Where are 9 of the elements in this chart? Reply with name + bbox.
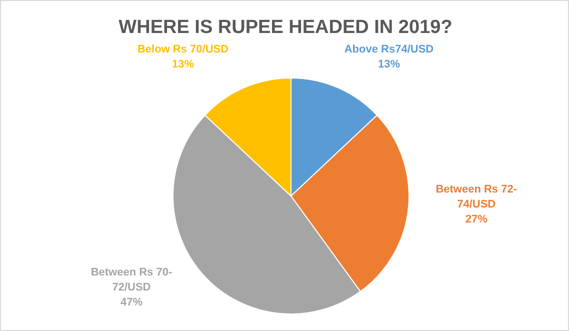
chart-title: WHERE IS RUPEE HEADED IN 2019? <box>118 17 454 39</box>
data-label: 27% <box>465 214 488 226</box>
slice-label: Between Rs 72-74/USD <box>436 184 518 211</box>
slice-label: Below Rs 70/USD <box>137 43 229 56</box>
slice-label: Between Rs 70-72/USD <box>90 266 172 294</box>
data-label: 13% <box>378 58 400 70</box>
data-label: 13% <box>172 58 194 70</box>
slice-label: Above Rs74/USD <box>344 43 434 56</box>
data-label: 47% <box>120 296 143 308</box>
